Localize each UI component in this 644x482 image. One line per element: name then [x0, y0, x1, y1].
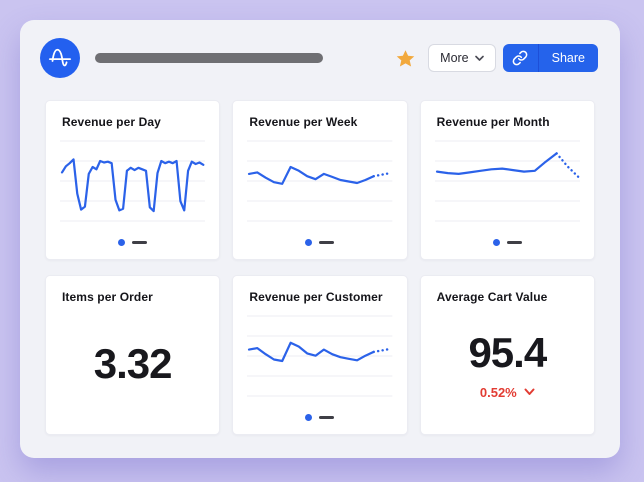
- more-button-label: More: [440, 51, 469, 65]
- link-icon: [512, 50, 528, 66]
- line-chart: [434, 140, 580, 222]
- chart-legend[interactable]: [46, 239, 219, 259]
- card-average-cart-value[interactable]: Average Cart Value 95.4 0.52%: [419, 275, 595, 435]
- line-chart: [60, 140, 206, 222]
- chevron-down-icon: [474, 55, 484, 61]
- share-button[interactable]: Share: [538, 44, 598, 72]
- legend-series-dash: [319, 416, 335, 419]
- legend-series-dot: [305, 239, 313, 246]
- copy-link-button[interactable]: [502, 44, 539, 72]
- chart-legend[interactable]: [233, 414, 406, 434]
- amplitude-wave-icon: [48, 48, 72, 67]
- card-title: Average Cart Value: [436, 290, 548, 304]
- header-actions: More Share: [395, 44, 598, 72]
- legend-series-dash: [132, 241, 148, 244]
- chart-legend[interactable]: [421, 239, 594, 259]
- card-revenue-per-month[interactable]: Revenue per Month: [419, 100, 595, 260]
- dashboard-title-placeholder: [95, 53, 323, 63]
- legend-series-dash: [506, 241, 522, 244]
- legend-series-dot: [118, 239, 126, 246]
- line-chart: [247, 315, 393, 397]
- metric-body: 3.32: [46, 304, 219, 434]
- amplitude-logo[interactable]: [40, 38, 80, 78]
- cards-grid: Revenue per Day Revenue per Week Revenue…: [20, 90, 620, 435]
- card-title: Revenue per Customer: [249, 290, 383, 304]
- share-split-button: Share: [502, 44, 598, 72]
- more-button[interactable]: More: [428, 44, 496, 72]
- chevron-down-icon: [524, 388, 535, 395]
- card-title: Revenue per Day: [62, 115, 161, 129]
- metric-body: 95.4 0.52%: [421, 304, 594, 434]
- dashboard-panel: More Share Reven: [20, 20, 620, 458]
- legend-series-dot: [492, 239, 500, 246]
- legend-series-dash: [319, 241, 335, 244]
- metric-delta-value: 0.52%: [479, 384, 517, 400]
- metric-value: 3.32: [93, 340, 173, 387]
- line-chart: [247, 140, 393, 222]
- card-title: Revenue per Month: [436, 115, 550, 129]
- chart-legend[interactable]: [233, 239, 406, 259]
- card-revenue-per-customer[interactable]: Revenue per Customer: [232, 275, 408, 435]
- card-revenue-per-day[interactable]: Revenue per Day: [45, 100, 221, 260]
- card-items-per-order[interactable]: Items per Order 3.32: [45, 275, 221, 435]
- metric-delta[interactable]: 0.52%: [480, 385, 535, 400]
- dashboard-header: More Share: [20, 20, 620, 90]
- legend-series-dot: [305, 414, 313, 421]
- favorite-star-icon[interactable]: [395, 48, 416, 69]
- card-title: Items per Order: [62, 290, 153, 304]
- card-revenue-per-week[interactable]: Revenue per Week: [232, 100, 408, 260]
- card-title: Revenue per Week: [249, 115, 358, 129]
- metric-value: 95.4: [468, 328, 547, 376]
